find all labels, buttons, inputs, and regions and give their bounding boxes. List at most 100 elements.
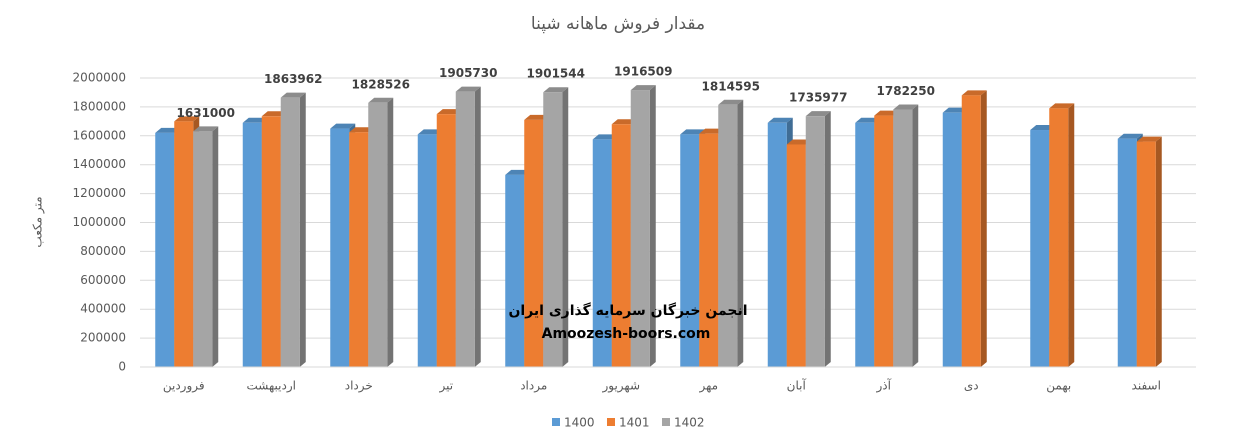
x-tick-label: آبان <box>787 378 807 393</box>
bar <box>1117 138 1137 367</box>
bar <box>680 134 700 367</box>
bar <box>1136 141 1156 367</box>
bar <box>505 174 525 367</box>
annotation: Amoozesh-boors.com <box>542 326 711 342</box>
bar-top <box>699 128 725 134</box>
bar <box>174 121 194 367</box>
data-label: 1901544 <box>527 67 585 81</box>
bar-side <box>1155 136 1162 367</box>
legend-label: 1401 <box>619 416 650 430</box>
bar <box>961 95 981 367</box>
bar-top <box>174 116 200 122</box>
bar <box>699 133 719 367</box>
bar-side <box>474 86 481 368</box>
bar-top <box>417 129 443 135</box>
y-tick-label: 0 <box>118 360 126 374</box>
bar-side <box>387 97 394 368</box>
bar-top <box>592 134 618 140</box>
bar-top <box>155 127 181 133</box>
annotation: انجمن خبرگان سرمایه گذاری ایران <box>508 302 747 319</box>
bar-top <box>786 139 812 145</box>
bar-top <box>543 87 569 93</box>
bar-top <box>349 127 375 133</box>
y-tick-label: 1200000 <box>73 186 126 200</box>
bar-top <box>455 86 481 92</box>
bar-top <box>630 85 656 91</box>
data-label: 1735977 <box>789 91 847 105</box>
y-tick-label: 1000000 <box>73 215 126 229</box>
bar-top <box>718 99 744 105</box>
data-label: 1814595 <box>702 79 760 93</box>
bar-top <box>611 119 637 125</box>
x-tick-label: بهمن <box>1046 379 1071 394</box>
bar-top <box>524 114 550 120</box>
bar-top <box>261 111 287 117</box>
x-tick-label: فروردین <box>163 379 205 394</box>
x-tick-label: دی <box>964 379 979 393</box>
bar <box>855 122 875 367</box>
y-tick-label: 1600000 <box>73 128 126 142</box>
bar-top <box>368 97 394 103</box>
bar-top <box>436 109 462 115</box>
bar-top <box>280 92 306 98</box>
bar-top <box>242 117 268 123</box>
bar <box>368 102 388 368</box>
y-tick-label: 400000 <box>80 302 126 316</box>
y-tick-label: 600000 <box>80 273 126 287</box>
bar <box>1049 108 1069 367</box>
bar-top <box>680 129 706 135</box>
bar <box>1030 130 1050 367</box>
bar-top <box>855 117 881 123</box>
bar <box>330 128 350 367</box>
bar-side <box>824 111 831 367</box>
legend-swatch <box>607 418 615 426</box>
x-tick-label: مهر <box>698 379 718 394</box>
bar-top <box>193 126 219 132</box>
y-tick-label: 800000 <box>80 244 126 258</box>
bar <box>193 131 213 367</box>
bar <box>942 112 962 368</box>
bar <box>611 124 631 368</box>
legend-swatch <box>552 418 560 426</box>
bar-top <box>330 123 356 129</box>
data-label: 1916509 <box>614 65 672 79</box>
bar-top <box>942 107 968 113</box>
x-tick-label: اسفند <box>1132 379 1161 393</box>
y-axis-label: متر مکعب <box>31 196 46 247</box>
y-tick-label: 200000 <box>80 331 126 345</box>
bar <box>524 119 544 367</box>
bar <box>592 139 612 367</box>
bar <box>893 109 913 367</box>
bar-side <box>299 92 306 367</box>
x-tick-label: خرداد <box>345 379 373 394</box>
bar-top <box>961 90 987 96</box>
bar <box>242 122 262 367</box>
bar <box>455 91 475 368</box>
bar-side <box>912 104 919 367</box>
bar-top <box>767 117 793 123</box>
y-tick-label: 1800000 <box>73 99 126 113</box>
bar-top <box>505 169 531 175</box>
x-tick-label: تیر <box>438 379 453 394</box>
bar <box>280 97 300 367</box>
bar-top <box>1030 125 1056 131</box>
data-label: 1863962 <box>264 72 322 86</box>
bar <box>630 90 650 367</box>
bar <box>417 134 437 367</box>
bar <box>261 116 281 367</box>
data-label: 1782250 <box>877 84 935 98</box>
bar-side <box>649 85 656 367</box>
bar-top <box>1117 133 1143 139</box>
x-tick-label: آذر <box>876 378 892 394</box>
bar-top <box>805 111 831 117</box>
bar-top <box>1049 103 1075 109</box>
bar-top <box>1136 136 1162 142</box>
bar <box>786 144 806 367</box>
bar-top <box>893 104 919 110</box>
bar-top <box>874 110 900 116</box>
x-tick-label: اردیبهشت <box>247 379 296 394</box>
x-tick-label: شهریور <box>601 379 640 394</box>
bar <box>718 104 738 368</box>
y-tick-label: 2000000 <box>73 71 126 85</box>
legend-label: 1400 <box>564 416 595 430</box>
